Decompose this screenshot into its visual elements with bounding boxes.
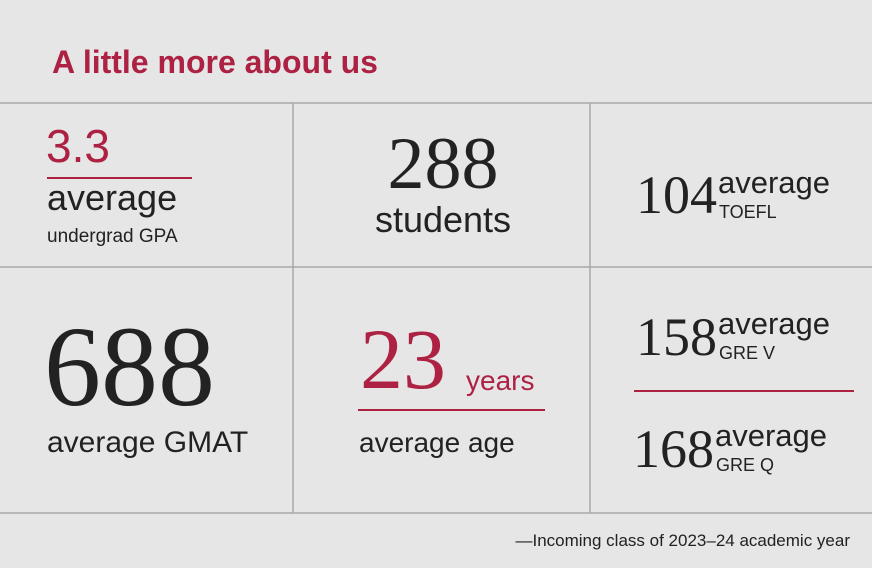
stat-value: 104 (636, 165, 717, 225)
stat-label: average (718, 306, 830, 341)
stat-label: average (47, 177, 177, 218)
stat-unit: years (466, 365, 534, 396)
stat-sublabel: TOEFL (719, 202, 777, 222)
stat-sublabel: undergrad GPA (47, 226, 178, 247)
stat-label: average age (359, 427, 515, 458)
stat-value: 168 (633, 419, 714, 479)
stat-label: students (375, 199, 511, 240)
stat-value: 158 (636, 307, 717, 367)
stat-sublabel: GRE V (719, 343, 775, 363)
title: A little more about us (52, 44, 378, 80)
stat-value: 3.3 (46, 120, 110, 172)
stat-value: 288 (388, 123, 499, 205)
footnote: —Incoming class of 2023–24 academic year (515, 531, 850, 550)
stat-value: 23 (360, 311, 446, 407)
stat-label: average (715, 418, 827, 453)
stat-label: average (718, 165, 830, 200)
stat-sublabel: GRE Q (716, 455, 774, 475)
stat-label: average GMAT (47, 426, 248, 459)
stat-value: 688 (44, 303, 215, 430)
